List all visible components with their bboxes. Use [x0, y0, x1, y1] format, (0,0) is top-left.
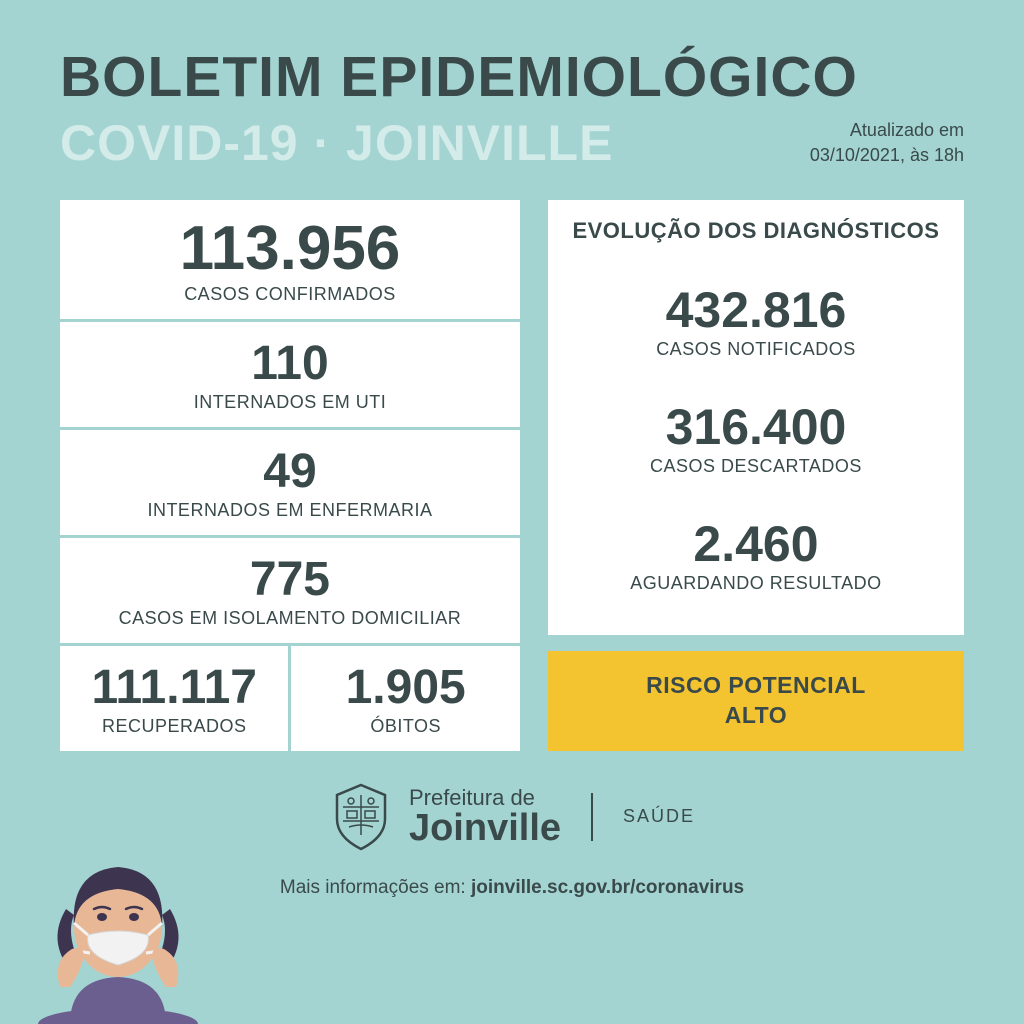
- left-panel: 113.956 CASOS CONFIRMADOS 110 INTERNADOS…: [60, 200, 520, 751]
- stat-ward-label: INTERNADOS EM ENFERMARIA: [70, 500, 510, 521]
- updated-line2: 03/10/2021, às 18h: [810, 143, 964, 168]
- stat-discarded-label: CASOS DESCARTADOS: [558, 456, 954, 477]
- stat-icu-value: 110: [70, 340, 510, 388]
- stat-recovered-label: RECUPERADOS: [70, 716, 278, 737]
- stat-deaths: 1.905 ÓBITOS: [291, 646, 519, 751]
- bottom-row: 111.117 RECUPERADOS 1.905 ÓBITOS: [60, 646, 520, 751]
- logo-text: Prefeitura de Joinville: [409, 787, 561, 847]
- right-panel: EVOLUÇÃO DOS DIAGNÓSTICOS 432.816 CASOS …: [548, 200, 964, 635]
- logo-block: Prefeitura de Joinville SAÚDE: [329, 781, 695, 853]
- subtitle: COVID-19 · JOINVILLE: [60, 114, 613, 172]
- stat-ward: 49 INTERNADOS EM ENFERMARIA: [60, 430, 520, 538]
- right-panel-header: EVOLUÇÃO DOS DIAGNÓSTICOS: [548, 200, 964, 254]
- more-info-label: Mais informações em:: [280, 877, 466, 898]
- stat-discarded-value: 316.400: [558, 402, 954, 452]
- stat-icu: 110 INTERNADOS EM UTI: [60, 322, 520, 430]
- logo-divider: [591, 793, 593, 841]
- updated-timestamp: Atualizado em 03/10/2021, às 18h: [810, 114, 964, 168]
- stat-notified-label: CASOS NOTIFICADOS: [558, 339, 954, 360]
- subtitle-row: COVID-19 · JOINVILLE Atualizado em 03/10…: [60, 114, 964, 172]
- stat-awaiting-label: AGUARDANDO RESULTADO: [558, 573, 954, 594]
- risk-line2: ALTO: [558, 701, 954, 731]
- risk-line1: RISCO POTENCIAL: [558, 671, 954, 701]
- stat-awaiting-value: 2.460: [558, 519, 954, 569]
- stat-recovered-value: 111.117: [70, 664, 278, 712]
- right-column: EVOLUÇÃO DOS DIAGNÓSTICOS 432.816 CASOS …: [548, 200, 964, 751]
- stat-notified-value: 432.816: [558, 285, 954, 335]
- panels-container: 113.956 CASOS CONFIRMADOS 110 INTERNADOS…: [0, 192, 1024, 751]
- header: BOLETIM EPIDEMIOLÓGICO COVID-19 · JOINVI…: [0, 0, 1024, 192]
- main-title: BOLETIM EPIDEMIOLÓGICO: [60, 48, 964, 108]
- prefeitura-label: Prefeitura de: [409, 787, 561, 809]
- stat-isolation: 775 CASOS EM ISOLAMENTO DOMICILIAR: [60, 538, 520, 646]
- stat-confirmed: 113.956 CASOS CONFIRMADOS: [60, 200, 520, 322]
- footer-logo-row: Prefeitura de Joinville SAÚDE: [0, 781, 1024, 853]
- stat-icu-label: INTERNADOS EM UTI: [70, 392, 510, 413]
- stat-confirmed-value: 113.956: [70, 218, 510, 280]
- stat-deaths-label: ÓBITOS: [301, 716, 509, 737]
- updated-line1: Atualizado em: [810, 118, 964, 143]
- right-body: 432.816 CASOS NOTIFICADOS 316.400 CASOS …: [548, 254, 964, 635]
- stat-discarded: 316.400 CASOS DESCARTADOS: [548, 390, 964, 489]
- stat-deaths-value: 1.905: [301, 664, 509, 712]
- city-name: Joinville: [409, 809, 561, 847]
- stat-confirmed-label: CASOS CONFIRMADOS: [70, 284, 510, 305]
- stat-isolation-label: CASOS EM ISOLAMENTO DOMICILIAR: [70, 608, 510, 629]
- stat-isolation-value: 775: [70, 556, 510, 604]
- stat-recovered: 111.117 RECUPERADOS: [60, 646, 291, 751]
- more-info-url: joinville.sc.gov.br/coronavirus: [471, 877, 744, 898]
- risk-box: RISCO POTENCIAL ALTO: [548, 651, 964, 751]
- crest-icon: [329, 781, 393, 853]
- dept-label: SAÚDE: [623, 806, 695, 827]
- mask-person-icon: [30, 849, 220, 1024]
- stat-notified: 432.816 CASOS NOTIFICADOS: [548, 273, 964, 372]
- stat-ward-value: 49: [70, 448, 510, 496]
- stat-awaiting: 2.460 AGUARDANDO RESULTADO: [548, 507, 964, 606]
